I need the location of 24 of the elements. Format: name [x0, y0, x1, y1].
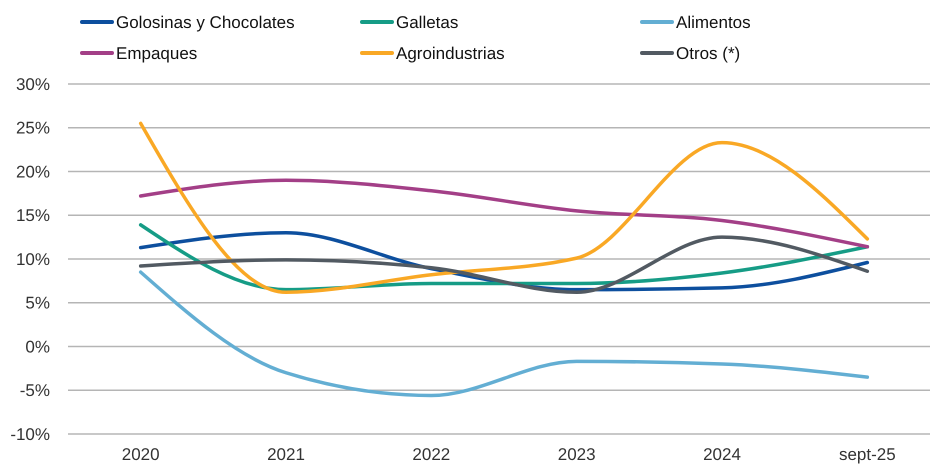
legend-label: Otros (*) — [676, 44, 740, 63]
y-tick-label: 0% — [25, 337, 50, 356]
x-tick-label: 2022 — [412, 445, 450, 464]
y-tick-label: 15% — [16, 206, 50, 226]
y-tick-label: 20% — [16, 162, 50, 182]
y-tick-label: 5% — [25, 294, 50, 313]
x-tick-label: 2020 — [122, 445, 160, 464]
legend-label: Empaques — [116, 44, 198, 63]
legend-label: Golosinas y Chocolates — [116, 12, 295, 32]
legend-label: Agroindustrias — [396, 44, 505, 63]
legend-label: Galletas — [396, 12, 458, 32]
x-tick-label: 2021 — [267, 445, 305, 464]
line-series — [138, 178, 870, 248]
x-tick-label: sept-25 — [838, 445, 896, 464]
line-series — [138, 122, 870, 294]
y-tick-label: -10% — [10, 424, 50, 444]
x-tick-label: 2024 — [703, 445, 741, 464]
line-series — [138, 270, 870, 398]
y-tick-label: 25% — [16, 118, 50, 138]
y-tick-label: -5% — [20, 381, 50, 400]
legend-label: Alimentos — [676, 12, 751, 32]
x-tick-label: 2023 — [558, 445, 596, 464]
y-tick-label: 30% — [16, 74, 50, 94]
y-tick-label: 10% — [16, 250, 50, 269]
